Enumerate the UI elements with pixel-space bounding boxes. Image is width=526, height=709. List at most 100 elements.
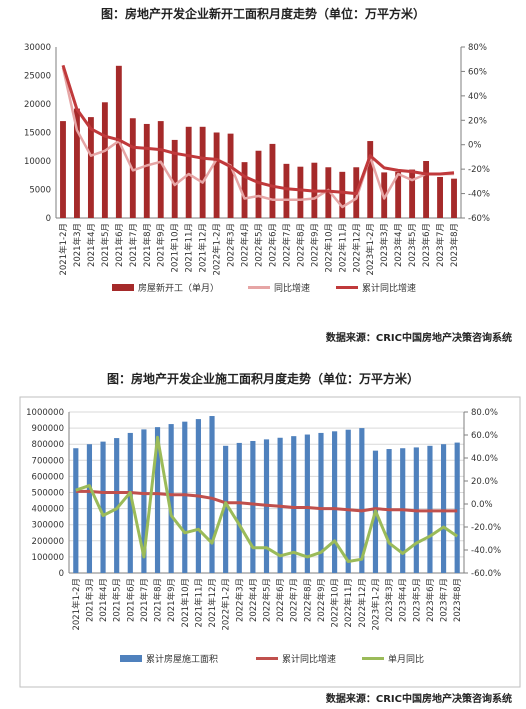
c2-legend-swatch [120, 655, 142, 662]
c2-y-right-tick: 40.0% [471, 454, 498, 464]
c1-legend-label: 累计同比增速 [362, 282, 416, 294]
c1-y-left-tick: 25000 [24, 72, 51, 82]
c2-legend-label: 累计房屋施工面积 [146, 653, 218, 665]
c2-x-tick: 2021年9月 [166, 578, 177, 622]
c1-legend-label: 同比增速 [274, 282, 310, 294]
c2-bar [304, 434, 310, 573]
c2-x-tick: 2023年3月 [384, 578, 395, 622]
c1-bar [269, 143, 276, 218]
c1-bar [423, 161, 430, 218]
c1-y-right-tick: 60% [468, 67, 487, 77]
c2-y-right-tick: -40.0% [471, 546, 501, 556]
c2-x-tick: 2021年5月 [112, 578, 123, 622]
c1-x-tick: 2022年8月 [295, 223, 306, 267]
c1-y-right-tick: 40% [468, 92, 487, 102]
c2-bar [73, 448, 79, 573]
c2-x-tick: 2023年7月 [439, 578, 450, 622]
c2-bar [236, 442, 242, 573]
c2-x-tick: 2022年1-2月 [221, 578, 232, 631]
c2-y-left-tick: 700000 [32, 456, 64, 466]
c2-y-left-tick: 100000 [32, 553, 64, 563]
c2-y-left-tick: 600000 [32, 472, 64, 482]
c1-x-tick: 2022年9月 [309, 223, 320, 267]
c2-y-left-tick: 0 [59, 569, 64, 579]
c2-x-tick: 2023年8月 [452, 578, 463, 622]
c2-legend-label: 单月同比 [388, 653, 424, 665]
c1-bar [325, 167, 332, 218]
c1-bar [185, 126, 192, 218]
c1-bar [143, 123, 150, 218]
c2-bar [440, 444, 447, 573]
c2-y-left-tick: 900000 [32, 424, 64, 434]
c1-x-tick: 2021年10月 [170, 223, 181, 272]
c2-bar [127, 432, 133, 573]
c1-y-left-tick: 5000 [29, 186, 51, 196]
c1-x-tick: 2022年7月 [281, 223, 292, 267]
c1-bar [241, 162, 248, 218]
chart1-source: 数据来源：CRIC中国房地产决策咨询系统 [325, 333, 512, 344]
c1-x-tick: 2023年6月 [421, 223, 432, 267]
c1-x-tick: 2022年5月 [254, 223, 265, 267]
c1-bar [451, 178, 457, 218]
c1-x-tick: 2022年6月 [267, 223, 278, 267]
c1-legend-label: 房屋新开工（单月） [138, 282, 219, 294]
c1-bar [87, 117, 94, 218]
c2-frame [19, 396, 521, 688]
c1-x-tick: 2021年12月 [198, 223, 209, 272]
c2-bar [114, 438, 120, 573]
c2-line-b [75, 435, 459, 563]
c1-bar [395, 171, 402, 218]
c2-x-tick: 2021年1-2月 [71, 578, 82, 631]
c1-x-tick: 2023年8月 [449, 223, 460, 267]
c1-bar [437, 176, 443, 218]
c1-x-tick: 2022年1-2月 [212, 223, 223, 276]
c2-y-right-tick: 80.0% [471, 408, 498, 418]
c1-x-tick: 2021年6月 [114, 223, 125, 267]
c1-x-tick: 2023年1-2月 [365, 223, 376, 276]
c1-y-right-tick: 80% [468, 43, 487, 53]
c1-x-tick: 2022年12月 [351, 223, 362, 272]
c2-x-tick: 2022年3月 [234, 578, 245, 622]
c1-bar [255, 150, 262, 218]
c2-bar [318, 432, 324, 573]
c1-bar [297, 166, 304, 218]
c2-y-left-tick: 300000 [32, 521, 64, 531]
c2-y-left-tick: 500000 [32, 489, 64, 499]
c1-line-a [61, 67, 454, 209]
chart2-source: 数据来源：CRIC中国房地产决策咨询系统 [325, 694, 512, 705]
c1-bar [367, 141, 374, 218]
c1-y-left-tick: 10000 [24, 157, 51, 167]
c1-bar [101, 102, 108, 218]
c1-bar [171, 139, 178, 218]
chart1-title: 图：房地产开发企业新开工面积月度走势（单位：万平方米） [100, 7, 425, 21]
c2-x-tick: 2021年4月 [98, 578, 109, 622]
c2-x-tick: 2022年8月 [302, 578, 313, 622]
c2-legend-label: 累计同比增速 [282, 653, 336, 665]
c1-y-left-tick: 30000 [24, 43, 51, 53]
c1-bar [213, 132, 220, 218]
c1-bar [60, 121, 66, 218]
c1-x-tick: 2023年7月 [435, 223, 446, 267]
c2-bar [345, 429, 351, 573]
c2-x-tick: 2021年3月 [84, 578, 95, 622]
c2-y-left-tick: 1000000 [26, 408, 64, 418]
c1-y-right-tick: 0% [468, 141, 482, 151]
c1-x-tick: 2021年3月 [72, 223, 83, 267]
c1-x-tick: 2023年3月 [379, 223, 390, 267]
c2-x-tick: 2021年11月 [193, 578, 204, 627]
c2-bar [332, 431, 338, 573]
c2-x-tick: 2022年4月 [248, 578, 259, 622]
c2-x-tick: 2023年1-2月 [370, 578, 381, 631]
c1-y-left-tick: 0 [46, 214, 51, 224]
c2-line-a [75, 489, 458, 513]
c1-bar [283, 163, 290, 218]
c1-y-left-tick: 15000 [24, 129, 51, 139]
c1-bar [339, 171, 346, 218]
c2-y-left-tick: 400000 [32, 505, 64, 515]
c1-line-b [61, 64, 455, 196]
c2-bar [454, 442, 460, 573]
c2-x-tick: 2023年5月 [411, 578, 422, 622]
c2-bar [141, 429, 147, 573]
c1-x-tick: 2021年11月 [184, 223, 195, 272]
c2-x-tick: 2022年6月 [275, 578, 286, 622]
